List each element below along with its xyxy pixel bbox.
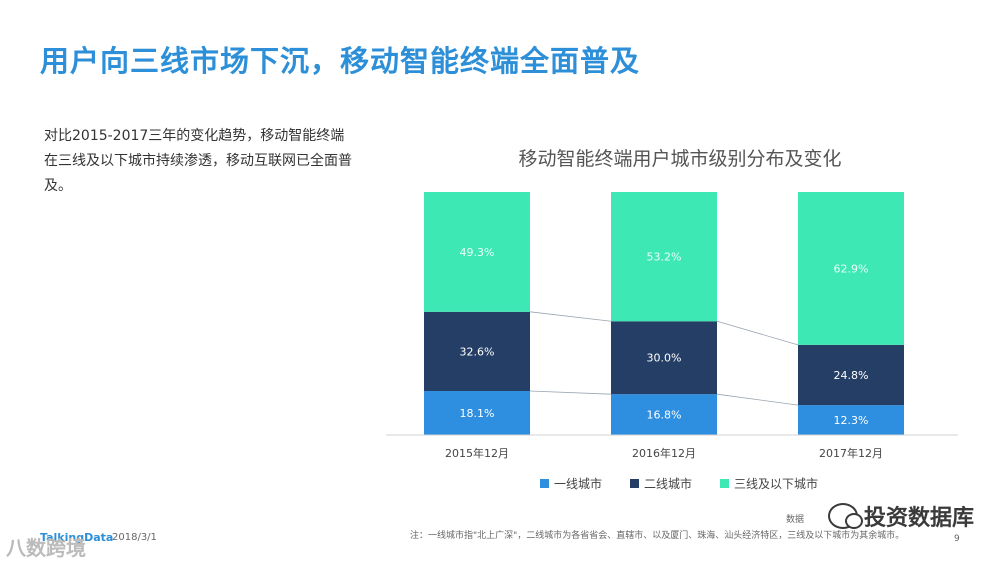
connector-line (716, 393, 799, 406)
watermark-text: 投资数据库 (864, 506, 975, 531)
data-label: 18.1% (460, 407, 495, 420)
legend-swatch-tier3 (720, 478, 730, 488)
data-label: 62.9% (834, 262, 869, 275)
legend-item-tier1: 一线城市 (540, 475, 602, 492)
legend-item-tier3: 三线及以下城市 (720, 475, 818, 492)
source-label: 数据 (786, 515, 805, 525)
legend-swatch-tier2 (630, 478, 640, 488)
page-number: 9 (954, 534, 960, 544)
x-tick-label: 2015年12月 (445, 446, 509, 460)
bar-segment (798, 405, 904, 435)
footer-date: 2018/3/1 (112, 532, 157, 543)
legend-label-tier1: 一线城市 (554, 476, 603, 491)
bar-segment (611, 394, 717, 435)
chart-title: 移动智能终端用户城市级别分布及变化 (518, 148, 842, 170)
data-label: 12.3% (834, 414, 869, 427)
bar-segment (611, 192, 717, 322)
data-label: 30.0% (647, 352, 682, 365)
data-label: 53.2% (647, 251, 682, 264)
footnote: 注：一线城市指"北上广深"，二线城市为各省省会、直辖市、以及厦门、珠海、汕头经济… (410, 531, 905, 541)
x-tick-label: 2017年12月 (819, 446, 883, 460)
bar-segment (798, 192, 904, 345)
page-title: 用户向三线市场下沉，移动智能终端全面普及 (40, 44, 641, 78)
legend-label-tier3: 三线及以下城市 (734, 476, 819, 491)
legend-swatch-tier1 (540, 478, 549, 488)
data-label: 32.6% (460, 345, 495, 358)
bar-segment (798, 344, 904, 406)
bar-segment (424, 391, 530, 435)
talkingdata-logo: TalkingData (40, 531, 114, 544)
x-tick-label: 2016年12月 (632, 446, 696, 460)
connector-line (529, 311, 612, 322)
wechat-watermark: 投资数据库 (828, 500, 974, 532)
bar-segment (611, 321, 717, 395)
left-watermark-text: 八数跨境 (6, 536, 86, 560)
data-label: 49.3% (460, 246, 495, 259)
intro-text: 对比2015-2017三年的变化趋势，移动智能终端在三线及以下城市持续渗透，移动… (44, 128, 352, 194)
connector-line (529, 390, 612, 395)
bar-segment (424, 311, 530, 392)
left-watermark: 八数跨境 (6, 532, 86, 561)
wechat-icon (828, 503, 863, 529)
data-label: 16.8% (647, 409, 682, 422)
chart-legend: 一线城市 二线城市 三线及以下城市 (540, 474, 818, 492)
bar-segment (424, 192, 530, 312)
legend-item-tier2: 二线城市 (630, 475, 692, 492)
legend-label-tier2: 二线城市 (644, 476, 693, 491)
connector-line (716, 320, 799, 346)
data-label: 24.8% (834, 369, 869, 382)
